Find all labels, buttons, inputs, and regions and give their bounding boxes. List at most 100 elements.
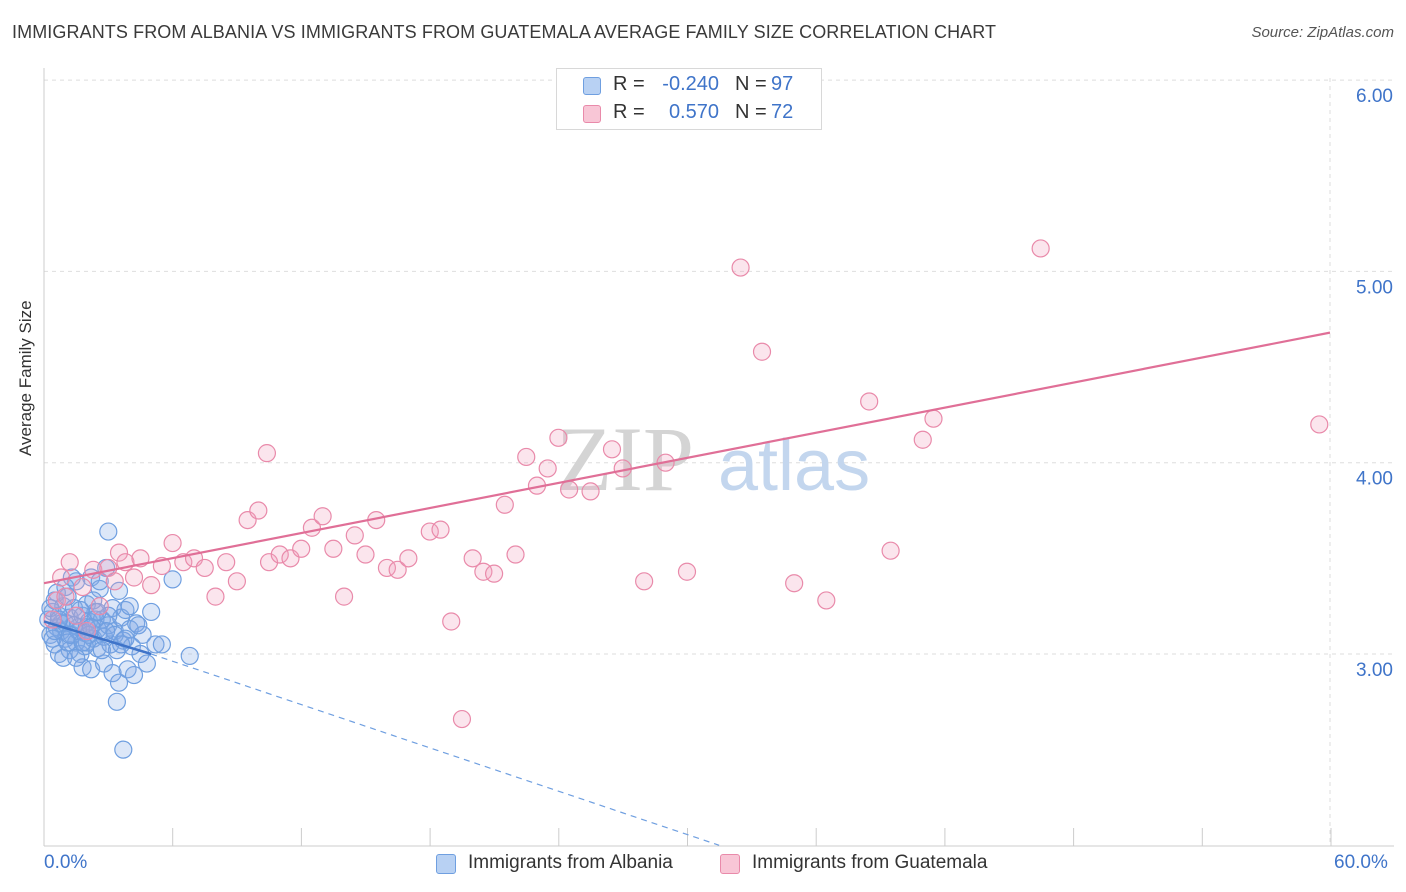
point-guatemala	[924, 409, 943, 428]
point-guatemala	[56, 587, 75, 606]
point-guatemala	[602, 440, 622, 459]
point-guatemala	[549, 428, 568, 447]
point-guatemala	[67, 606, 86, 625]
chart-title: IMMIGRANTS FROM ALBANIA VS IMMIGRANTS FR…	[12, 22, 997, 42]
point-guatemala	[731, 258, 750, 277]
point-guatemala	[785, 574, 804, 593]
watermark-zip: ZIP	[556, 408, 694, 510]
point-guatemala	[60, 553, 79, 572]
point-albania	[114, 740, 133, 759]
legend-label-albania: Immigrants from Albania	[468, 852, 673, 873]
point-guatemala	[560, 480, 579, 499]
y-tick-label: 6.00	[1356, 86, 1393, 107]
point-albania	[129, 616, 148, 635]
point-guatemala	[452, 709, 472, 729]
point-albania	[133, 625, 152, 644]
y-tick-label: 3.00	[1356, 660, 1393, 681]
point-guatemala	[399, 549, 418, 568]
point-guatemala	[677, 562, 697, 581]
point-guatemala	[47, 591, 66, 610]
point-guatemala	[345, 526, 364, 545]
correlation-legend: R = -0.240 N = 97 R = 0.570 N = 72	[556, 68, 822, 130]
point-albania	[120, 597, 139, 616]
point-guatemala	[334, 587, 354, 606]
point-guatemala	[52, 568, 71, 587]
point-guatemala	[124, 568, 144, 587]
point-guatemala	[485, 564, 504, 583]
y-axis-title: Average Family Size	[16, 300, 35, 456]
y-tick-label: 5.00	[1356, 277, 1393, 298]
point-albania	[109, 673, 129, 692]
point-guatemala	[356, 545, 375, 564]
x-tick-label-min: 0.0%	[44, 852, 88, 873]
trendline-guatemala	[43, 331, 1331, 585]
watermark: ZIP atlas	[556, 408, 870, 510]
point-albania	[180, 646, 199, 666]
point-albania	[103, 664, 122, 683]
point-albania	[124, 665, 144, 685]
watermark-atlas: atlas	[718, 426, 870, 506]
point-albania	[137, 654, 156, 673]
point-guatemala	[881, 541, 900, 560]
point-albania	[97, 621, 116, 641]
legend-row-albania: R = -0.240 N = 97	[557, 71, 821, 101]
point-albania	[163, 570, 182, 589]
point-albania	[152, 635, 171, 654]
point-guatemala	[752, 342, 772, 361]
point-guatemala	[817, 591, 836, 610]
point-guatemala	[73, 577, 92, 597]
legend-label-guatemala: Immigrants from Guatemala	[752, 852, 988, 873]
series-guatemala-points	[43, 239, 1329, 729]
point-guatemala	[1310, 415, 1329, 434]
point-guatemala	[324, 539, 343, 558]
point-albania	[92, 641, 111, 660]
point-albania	[99, 522, 118, 541]
point-guatemala	[517, 447, 536, 467]
point-guatemala	[109, 543, 129, 562]
point-guatemala	[860, 392, 879, 411]
source-label: Source: ZipAtlas.com	[1251, 24, 1394, 41]
point-guatemala	[1031, 239, 1050, 258]
trendline-albania	[43, 620, 152, 656]
trendline-albania-extension	[150, 653, 720, 846]
legend-n-value: 97	[771, 73, 794, 95]
point-guatemala	[463, 549, 482, 568]
x-tick-label-max: 60.0%	[1334, 852, 1388, 873]
legend-r-value: 0.570	[668, 101, 719, 123]
legend-swatch-albania	[436, 854, 456, 874]
legend-n-value: 72	[771, 101, 794, 123]
point-guatemala	[506, 545, 525, 564]
axes	[43, 68, 1394, 847]
point-guatemala	[163, 533, 182, 553]
legend-r-label: R =	[613, 73, 645, 95]
legend-n-label: N =	[735, 73, 767, 95]
point-guatemala	[313, 507, 332, 526]
trendlines	[43, 331, 1331, 846]
point-guatemala	[90, 597, 109, 616]
point-guatemala	[227, 572, 246, 591]
point-albania	[67, 648, 86, 667]
point-guatemala	[206, 587, 225, 606]
point-guatemala	[142, 576, 161, 595]
y-tick-labels: 3.00 4.00 5.00 6.00	[1356, 86, 1393, 681]
legend-swatch-guatemala	[720, 854, 740, 874]
point-guatemala	[105, 572, 124, 591]
legend-row-guatemala: R = 0.570 N = 72	[557, 99, 821, 129]
point-guatemala	[495, 495, 514, 514]
point-guatemala	[635, 572, 654, 591]
point-albania	[142, 602, 161, 622]
point-guatemala	[538, 459, 557, 478]
point-guatemala	[442, 612, 461, 631]
point-albania	[107, 692, 126, 711]
point-guatemala	[913, 430, 932, 449]
point-guatemala	[292, 539, 311, 558]
legend-swatch-albania	[583, 77, 601, 95]
point-guatemala	[270, 545, 289, 564]
point-guatemala	[581, 482, 600, 501]
point-guatemala	[257, 444, 277, 463]
legend-swatch-guatemala	[583, 105, 601, 123]
point-albania	[146, 635, 165, 654]
point-guatemala	[217, 553, 236, 572]
legend-r-value: -0.240	[662, 73, 719, 95]
